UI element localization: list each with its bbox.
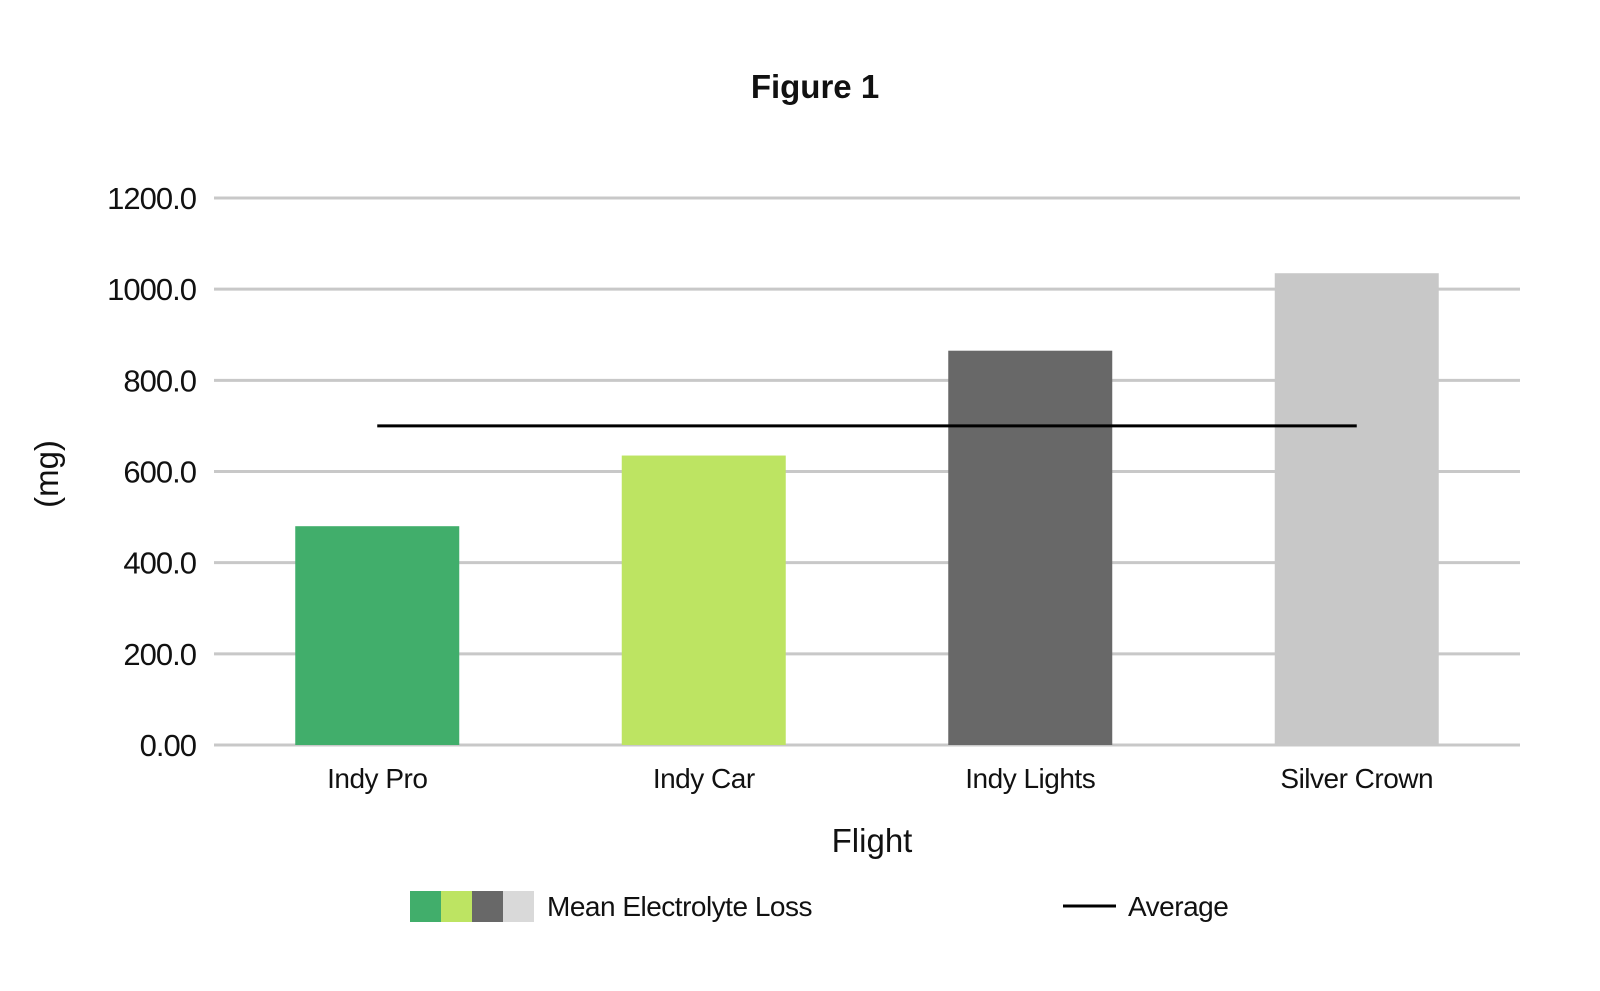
y-tick-labels: 0.00 200.0 400.0 600.0 800.0 1000.0 1200.0 (107, 181, 198, 763)
legend-swatch-segment (472, 891, 503, 922)
x-tick-label: Indy Pro (327, 763, 427, 794)
bar-indy-lights (948, 350, 1113, 745)
y-axis-label: (mg) (28, 440, 65, 508)
x-axis-label: Flight (832, 822, 913, 859)
y-tick-label: 600.0 (123, 455, 196, 490)
x-tick-label: Indy Lights (965, 763, 1095, 794)
legend: Mean Electrolyte Loss Average (410, 891, 1229, 922)
x-tick-label: Indy Car (653, 763, 755, 794)
legend-swatch-segment (441, 891, 472, 922)
bar-indy-car (621, 455, 786, 745)
chart-title: Figure 1 (751, 68, 879, 105)
y-tick-label: 1200.0 (107, 181, 197, 216)
x-tick-labels: Indy Pro Indy Car Indy Lights Silver Crown (327, 763, 1433, 794)
y-tick-label: 200.0 (123, 637, 196, 672)
bar-indy-pro (295, 526, 460, 745)
bars (295, 273, 1439, 745)
y-tick-label: 800.0 (123, 363, 196, 398)
y-tick-label: 0.00 (140, 728, 197, 763)
legend-label-average: Average (1128, 891, 1228, 922)
legend-bar-swatch (410, 891, 534, 922)
legend-swatch-segment (410, 891, 441, 922)
x-tick-label: Silver Crown (1280, 763, 1433, 794)
y-tick-label: 1000.0 (107, 272, 197, 307)
legend-label-bars: Mean Electrolyte Loss (547, 891, 812, 922)
bar-silver-crown (1274, 273, 1439, 745)
y-tick-label: 400.0 (123, 546, 196, 581)
legend-swatch-segment (503, 891, 534, 922)
